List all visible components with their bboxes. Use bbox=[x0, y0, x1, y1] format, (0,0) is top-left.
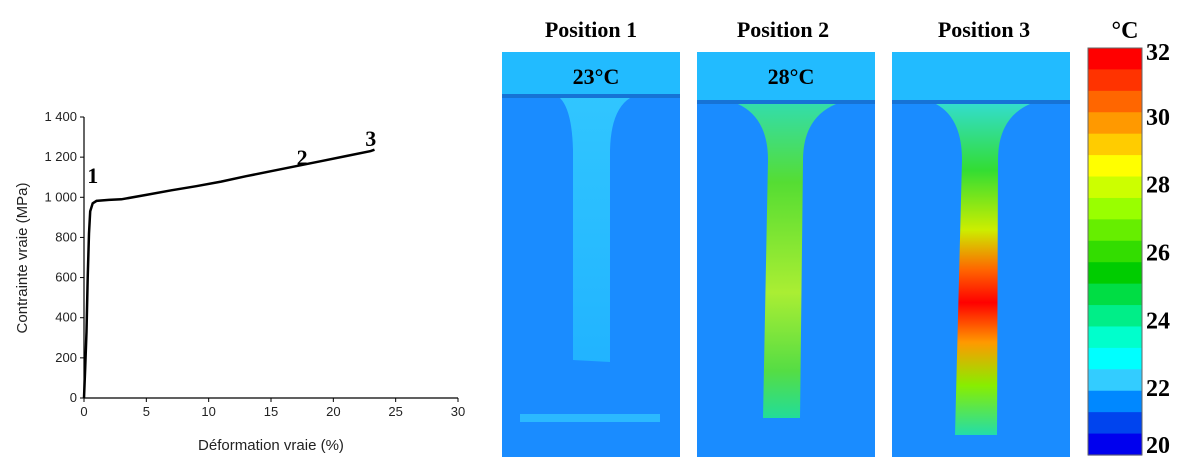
colorbar-swatch bbox=[1088, 48, 1142, 71]
y-tick-label: 400 bbox=[55, 310, 77, 325]
colorbar-tick-label: 28 bbox=[1146, 173, 1170, 199]
colorbar-swatch bbox=[1088, 347, 1142, 370]
colorbar-tick-label: 22 bbox=[1146, 376, 1170, 402]
point-annotations: 1 2 3 bbox=[87, 126, 376, 188]
thermal-panel-3 bbox=[892, 52, 1070, 457]
stress-strain-chart: 0 200 400 600 800 1 000 1 200 1 400 0 5 10 15 20 25 3… bbox=[14, 109, 465, 454]
colorbar-swatch bbox=[1088, 155, 1142, 178]
colorbar-swatch bbox=[1088, 112, 1142, 135]
colorbar-swatch bbox=[1088, 305, 1142, 328]
y-tick-label: 1 000 bbox=[44, 189, 77, 204]
y-axis-title: Contrainte vraie (MPa) bbox=[14, 183, 31, 334]
panel-1-temp-label: 23°C bbox=[573, 64, 620, 89]
temperature-colorbar bbox=[1087, 47, 1143, 456]
colorbar-tick-label: 26 bbox=[1146, 241, 1170, 267]
annotation-point-1: 1 bbox=[87, 163, 98, 188]
stress-strain-curve bbox=[82, 148, 375, 399]
colorbar-swatch bbox=[1088, 326, 1142, 349]
colorbar-swatch bbox=[1088, 219, 1142, 242]
colorbar-swatch bbox=[1088, 69, 1142, 92]
y-tick-label: 600 bbox=[55, 270, 77, 285]
colorbar-swatch bbox=[1088, 369, 1142, 392]
x-axis-title: Déformation vraie (%) bbox=[198, 437, 344, 454]
y-tick-label: 800 bbox=[55, 229, 77, 244]
panel-title-position-2: Position 2 bbox=[737, 17, 829, 42]
x-tick-label: 0 bbox=[80, 404, 87, 419]
colorbar-swatch bbox=[1088, 90, 1142, 113]
colorbar-swatch bbox=[1088, 262, 1142, 285]
colorbar-tick-group: 32 30 28 26 24 22 20 bbox=[1146, 40, 1170, 457]
y-tick-label: 200 bbox=[55, 350, 77, 365]
colorbar-swatch bbox=[1088, 283, 1142, 306]
colorbar-unit: °C bbox=[1112, 18, 1139, 44]
y-tick-label: 1 400 bbox=[44, 109, 77, 124]
thermal-panel-2: 28°C bbox=[697, 52, 875, 457]
y-tick-label: 1 200 bbox=[44, 149, 77, 164]
y-tick-label: 0 bbox=[70, 390, 77, 405]
x-tick-group: 0 5 10 15 20 25 30 bbox=[80, 398, 465, 419]
colorbar-swatch bbox=[1088, 412, 1142, 435]
colorbar-swatch bbox=[1088, 133, 1142, 156]
x-tick-label: 15 bbox=[264, 404, 278, 419]
annotation-point-3: 3 bbox=[365, 126, 376, 151]
colorbar-swatch bbox=[1088, 433, 1142, 456]
colorbar-tick-label: 32 bbox=[1146, 40, 1170, 66]
x-tick-label: 30 bbox=[451, 404, 465, 419]
x-tick-label: 5 bbox=[143, 404, 150, 419]
colorbar-swatch bbox=[1088, 197, 1142, 220]
colorbar-tick-label: 24 bbox=[1146, 308, 1170, 334]
x-tick-label: 20 bbox=[326, 404, 340, 419]
x-tick-label: 25 bbox=[388, 404, 402, 419]
colorbar-swatch bbox=[1088, 176, 1142, 199]
x-tick-label: 10 bbox=[201, 404, 215, 419]
colorbar-tick-label: 30 bbox=[1146, 105, 1170, 131]
panel-title-position-3: Position 3 bbox=[938, 17, 1030, 42]
colorbar-swatch bbox=[1088, 390, 1142, 413]
panel-2-temp-label: 28°C bbox=[768, 64, 815, 89]
colorbar-border bbox=[1087, 47, 1143, 456]
y-tick-group: 0 200 400 600 800 1 000 1 200 1 400 bbox=[44, 109, 84, 405]
colorbar-swatch bbox=[1088, 240, 1142, 263]
colorbar-tick-label: 20 bbox=[1146, 433, 1170, 457]
panel-title-position-1: Position 1 bbox=[545, 17, 637, 42]
thermal-panel-1: 23°C bbox=[502, 52, 680, 457]
annotation-point-2: 2 bbox=[297, 145, 308, 170]
